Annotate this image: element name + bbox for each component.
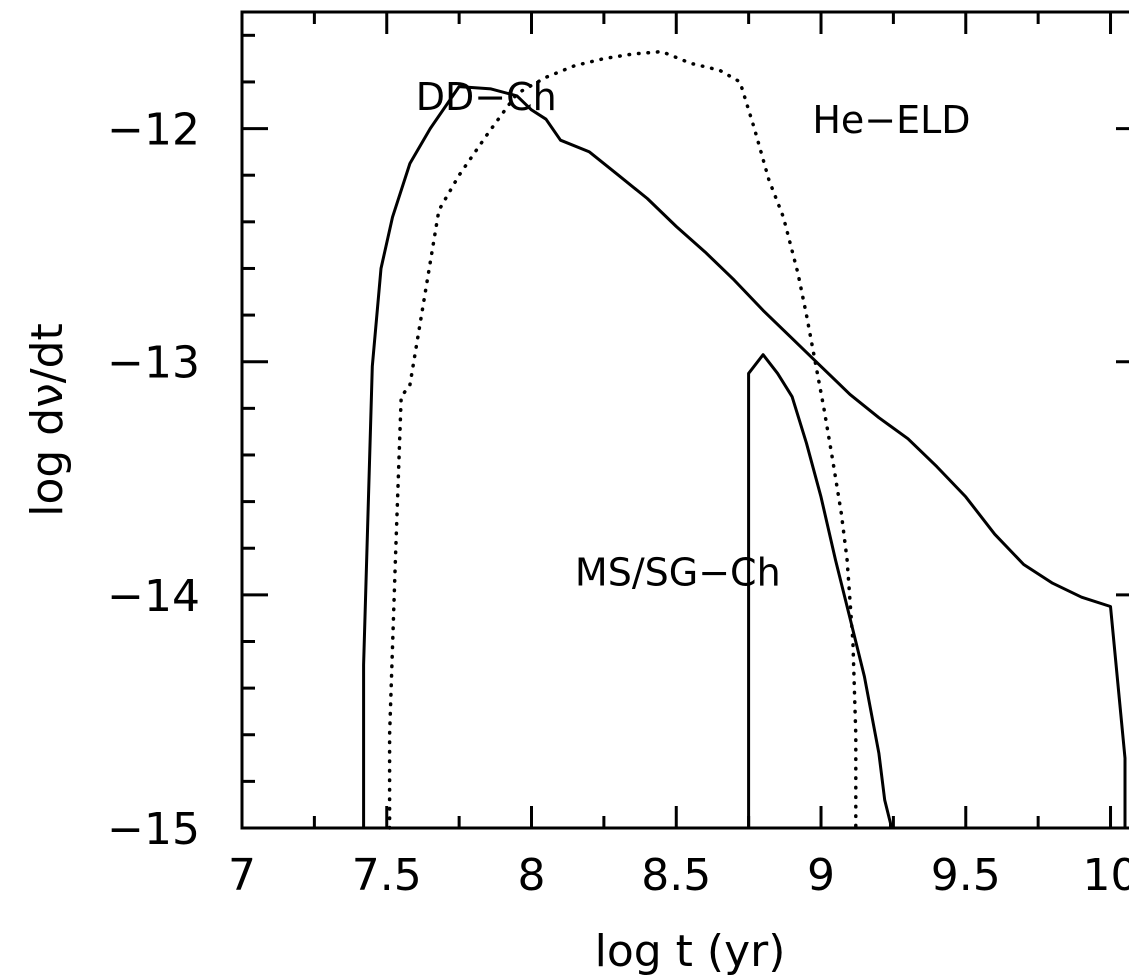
axis-ticks — [240, 12, 1129, 830]
y-tick-label: −15 — [107, 804, 200, 855]
y-tick-label: −13 — [107, 338, 200, 389]
series-line-3 — [747, 353, 892, 830]
annotations: DD−Ch He−ELD MS/SG−Ch — [416, 75, 971, 595]
annotation-label: MS/SG−Ch — [575, 551, 781, 595]
series-line-1 — [362, 85, 1127, 830]
y-axis-title: log dν/dt — [22, 323, 73, 517]
x-tick-label: 9 — [807, 850, 835, 901]
y-tick-label: −12 — [107, 105, 200, 156]
plot-frame — [240, 10, 1129, 830]
y-tick-label: −14 — [107, 571, 200, 622]
x-tick-label: 8 — [518, 850, 546, 901]
x-tick-label: 7.5 — [352, 850, 422, 901]
x-tick-label: 9.5 — [931, 850, 1001, 901]
series-line-2 — [387, 49, 858, 830]
tick-labels: 7 7.5 8 8.5 9 9.5 10 −15 −14 −13 −12 — [107, 105, 1129, 901]
x-tick-label: 10 — [1083, 850, 1129, 901]
x-tick-label: 7 — [228, 850, 256, 901]
annotation-label: DD−Ch — [416, 75, 557, 119]
x-tick-label: 8.5 — [641, 850, 711, 901]
x-axis-title: log t (yr) — [595, 926, 786, 977]
annotation-label: He−ELD — [812, 98, 970, 142]
series-group — [362, 49, 1127, 830]
